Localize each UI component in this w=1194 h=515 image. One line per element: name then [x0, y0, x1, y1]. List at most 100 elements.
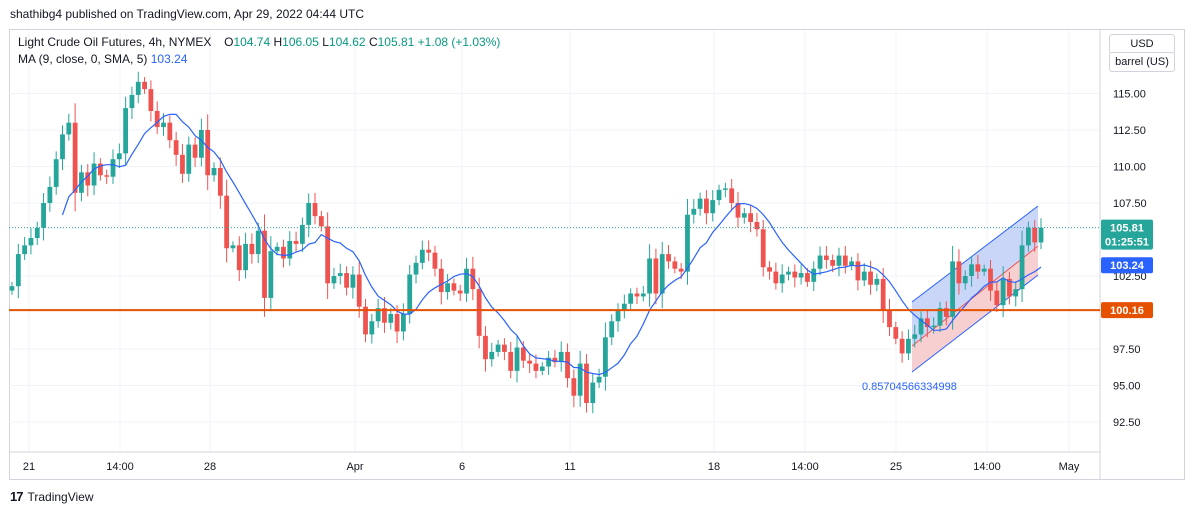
last-price-label [1101, 219, 1153, 250]
candle-body [754, 221, 760, 230]
candle-body [85, 172, 91, 186]
candle-body [262, 230, 267, 298]
x-tick-label: 14:00 [973, 461, 1001, 473]
candle-body [805, 273, 810, 282]
candle-body [268, 251, 274, 298]
x-tick-label: May [1059, 461, 1080, 473]
candle-body [299, 224, 305, 244]
candle-body [281, 246, 286, 259]
low-label: L [322, 35, 329, 49]
candle-body [34, 227, 40, 239]
candle-body [565, 351, 570, 379]
candle-body [678, 268, 684, 272]
candle-body [842, 255, 848, 266]
candle-body [710, 200, 716, 214]
candle-body [217, 167, 223, 196]
candle-body [236, 245, 242, 271]
candle-body [558, 351, 564, 363]
candle-body [375, 308, 381, 322]
candle-body [483, 335, 488, 360]
candle-body [1038, 227, 1044, 243]
y-tick-label: 110.00 [1113, 162, 1146, 174]
candle-body [609, 321, 615, 338]
candle-body [274, 246, 280, 252]
candle-body [931, 325, 937, 328]
channel-lower [912, 246, 1038, 372]
candle-body [224, 195, 230, 249]
candle-body [823, 255, 829, 260]
open-value: 104.74 [233, 35, 271, 49]
candle-body [918, 318, 924, 335]
candle-body [161, 122, 166, 128]
candle-body [880, 278, 886, 310]
last-price-value: 105.81 [1110, 223, 1144, 235]
candle-body [400, 313, 406, 332]
close-label: C [368, 35, 378, 49]
candle-body [129, 94, 135, 109]
ma-legend-row: MA (9, close, 0, SMA, 5) 103.24 [18, 52, 187, 66]
candle-body [15, 254, 21, 287]
candle-body [470, 268, 476, 290]
candle-body [691, 208, 697, 215]
candle-body [318, 216, 324, 227]
candle-body [533, 363, 539, 371]
candle-body [924, 318, 930, 328]
candle-body [306, 203, 312, 225]
candle-body [868, 271, 873, 285]
candle-body [552, 357, 558, 363]
x-tick-label: 28 [204, 461, 216, 473]
candle-body [577, 363, 583, 396]
candle-body [786, 271, 791, 275]
candle-body [445, 283, 450, 293]
candle-body [388, 313, 394, 323]
candle-body [659, 254, 665, 294]
candle-body [539, 366, 545, 371]
candle-body [893, 327, 899, 339]
candle-body [135, 81, 141, 95]
candle-body [514, 347, 520, 371]
price-labels: 105.81 01:25:51 103.24 100.16 [1101, 219, 1153, 319]
candle-body [1032, 227, 1038, 243]
candle-body [527, 360, 533, 364]
x-tick-label: 6 [459, 461, 465, 473]
candle-body [91, 163, 97, 186]
candle-body [249, 243, 255, 255]
candle-body [205, 130, 211, 176]
bar-countdown: 01:25:51 [1105, 237, 1149, 249]
candle-body [741, 213, 747, 218]
currency-button[interactable]: USD [1109, 34, 1175, 54]
ma-price-value: 103.24 [1110, 260, 1145, 272]
candle-body [230, 245, 236, 249]
legend-row: Light Crude Oil Futures, 4h, NYMEX O104.… [18, 35, 500, 49]
x-tick-label: 18 [708, 461, 720, 473]
tradingview-logo-icon: 17 [10, 489, 24, 504]
candle-body [154, 111, 160, 128]
candle-body [792, 271, 798, 278]
candle-body [1019, 245, 1025, 290]
open-label: O [224, 35, 234, 49]
candle-body [817, 255, 823, 269]
candle-body [596, 376, 602, 383]
change-value: +1.08 (+1.03%) [417, 35, 501, 49]
candle-body [748, 213, 754, 222]
candle-body [956, 261, 962, 284]
candle-body [287, 240, 293, 259]
candle-body [571, 378, 577, 396]
support-price-label [1101, 302, 1153, 319]
candle-body [350, 274, 356, 288]
y-tick-label: 112.50 [1113, 125, 1146, 137]
regression-channel [911, 205, 1039, 373]
candle-body [489, 351, 495, 360]
candle-body [981, 268, 987, 272]
candle-body [116, 153, 122, 160]
candle-body [773, 271, 779, 284]
moving-average-line [61, 113, 1042, 376]
candle-body [413, 262, 419, 275]
unit-button[interactable]: barrel (US) [1109, 52, 1175, 72]
candle-body [60, 134, 65, 160]
candle-body [685, 214, 690, 272]
candle-body [855, 261, 861, 281]
candle-body [432, 252, 438, 269]
publish-info: shathibg4 published on TradingView.com, … [10, 7, 365, 21]
